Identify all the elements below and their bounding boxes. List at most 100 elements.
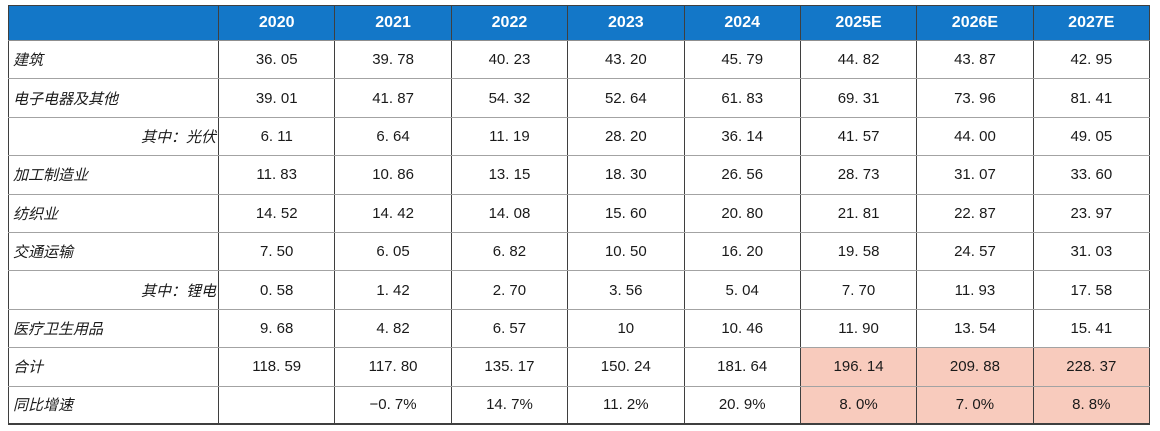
year-header-cell: 2023: [567, 5, 685, 41]
value-cell: −0. 7%: [334, 385, 452, 426]
year-header-cell: 2024: [683, 5, 801, 41]
value-cell: 36. 14: [683, 116, 801, 157]
value-cell: 7. 0%: [916, 385, 1034, 426]
value-cell: 23. 97: [1032, 193, 1151, 233]
row-label-cell: 其中：锂电: [8, 270, 219, 310]
value-cell: 21. 81: [799, 193, 918, 233]
value-cell: 11. 90: [799, 308, 918, 349]
value-cell: 61. 83: [683, 78, 801, 118]
row-label-cell: 医疗卫生用品: [8, 308, 219, 349]
value-cell: 28. 20: [567, 116, 685, 157]
value-cell: 31. 03: [1032, 231, 1151, 272]
value-cell: 118. 59: [217, 347, 336, 387]
table-row: 合计 118. 59 117. 80 135. 17 150. 24 181. 64 196…: [8, 347, 1151, 387]
table-row: 建筑 36. 05 39. 78 40. 23 43. 20 45. 79 44. 82 43…: [8, 39, 1151, 80]
year-header-cell: 2021: [334, 5, 452, 41]
value-cell: 33. 60: [1032, 155, 1151, 195]
table-row: 其中：锂电 0. 58 1. 42 2. 70 3. 56 5. 04 7. 70 11. 9…: [8, 270, 1151, 310]
year-header-cell: 2027E: [1032, 5, 1151, 41]
value-cell: 39. 01: [217, 78, 336, 118]
value-cell: 8. 0%: [799, 385, 918, 426]
value-cell: 14. 42: [334, 193, 452, 233]
value-cell: 196. 14: [799, 347, 918, 387]
row-label-cell: 电子电器及其他: [8, 78, 219, 118]
value-cell: 14. 08: [450, 193, 569, 233]
value-cell: 28. 73: [799, 155, 918, 195]
value-cell: 150. 24: [567, 347, 685, 387]
value-cell: 15. 41: [1032, 308, 1151, 349]
value-cell: 14. 52: [217, 193, 336, 233]
table-row: 加工制造业 11. 83 10. 86 13. 15 18. 30 26. 56 28. 7…: [8, 155, 1151, 195]
value-cell: 20. 80: [683, 193, 801, 233]
year-header-cell: 2020: [217, 5, 336, 41]
value-cell: [217, 385, 336, 426]
value-cell: 1. 42: [334, 270, 452, 310]
value-cell: 39. 78: [334, 39, 452, 80]
value-cell: 44. 00: [916, 116, 1034, 157]
value-cell: 31. 07: [916, 155, 1034, 195]
value-cell: 10: [567, 308, 685, 349]
value-cell: 10. 46: [683, 308, 801, 349]
value-cell: 5. 04: [683, 270, 801, 310]
value-cell: 15. 60: [567, 193, 685, 233]
value-cell: 8. 8%: [1032, 385, 1151, 426]
value-cell: 16. 20: [683, 231, 801, 272]
value-cell: 40. 23: [450, 39, 569, 80]
table-row: 其中：光伏 6. 11 6. 64 11. 19 28. 20 36. 14 41. 57 4…: [8, 116, 1151, 157]
year-header-cell: 2022: [450, 5, 569, 41]
table-row: 电子电器及其他 39. 01 41. 87 54. 32 52. 64 61. 83 69.…: [8, 78, 1151, 118]
value-cell: 24. 57: [916, 231, 1034, 272]
row-label-cell: 建筑: [8, 39, 219, 80]
value-cell: 209. 88: [916, 347, 1034, 387]
value-cell: 41. 87: [334, 78, 452, 118]
value-cell: 17. 58: [1032, 270, 1151, 310]
value-cell: 117. 80: [334, 347, 452, 387]
value-cell: 10. 86: [334, 155, 452, 195]
value-cell: 13. 54: [916, 308, 1034, 349]
value-cell: 228. 37: [1032, 347, 1151, 387]
value-cell: 14. 7%: [450, 385, 569, 426]
value-cell: 4. 82: [334, 308, 452, 349]
value-cell: 6. 11: [217, 116, 336, 157]
value-cell: 20. 9%: [683, 385, 801, 426]
value-cell: 36. 05: [217, 39, 336, 80]
forecast-table: 2020 2021 2022 2023 2024 2025E 2026E 2027E 建筑 36…: [8, 5, 1151, 426]
row-label-cell: 交通运输: [8, 231, 219, 272]
value-cell: 9. 68: [217, 308, 336, 349]
value-cell: 43. 87: [916, 39, 1034, 80]
value-cell: 11. 83: [217, 155, 336, 195]
value-cell: 19. 58: [799, 231, 918, 272]
value-cell: 54. 32: [450, 78, 569, 118]
table-header-row: 2020 2021 2022 2023 2024 2025E 2026E 2027E: [8, 5, 1151, 41]
value-cell: 42. 95: [1032, 39, 1151, 80]
value-cell: 26. 56: [683, 155, 801, 195]
value-cell: 52. 64: [567, 78, 685, 118]
corner-header-cell: [8, 5, 219, 41]
value-cell: 11. 93: [916, 270, 1034, 310]
value-cell: 22. 87: [916, 193, 1034, 233]
row-label-cell: 加工制造业: [8, 155, 219, 195]
value-cell: 73. 96: [916, 78, 1034, 118]
value-cell: 41. 57: [799, 116, 918, 157]
row-label-cell: 合计: [8, 347, 219, 387]
value-cell: 49. 05: [1032, 116, 1151, 157]
value-cell: 6. 82: [450, 231, 569, 272]
value-cell: 45. 79: [683, 39, 801, 80]
row-label-cell: 纺织业: [8, 193, 219, 233]
value-cell: 44. 82: [799, 39, 918, 80]
value-cell: 0. 58: [217, 270, 336, 310]
value-cell: 181. 64: [683, 347, 801, 387]
value-cell: 2. 70: [450, 270, 569, 310]
row-label-cell: 其中：光伏: [8, 116, 219, 157]
year-header-cell: 2026E: [916, 5, 1034, 41]
value-cell: 69. 31: [799, 78, 918, 118]
value-cell: 10. 50: [567, 231, 685, 272]
value-cell: 6. 05: [334, 231, 452, 272]
table-row: 同比增速 −0. 7% 14. 7% 11. 2% 20. 9% 8. 0% 7. 0% 8.…: [8, 385, 1151, 426]
row-label-cell: 同比增速: [8, 385, 219, 426]
value-cell: 18. 30: [567, 155, 685, 195]
value-cell: 6. 57: [450, 308, 569, 349]
value-cell: 13. 15: [450, 155, 569, 195]
value-cell: 135. 17: [450, 347, 569, 387]
